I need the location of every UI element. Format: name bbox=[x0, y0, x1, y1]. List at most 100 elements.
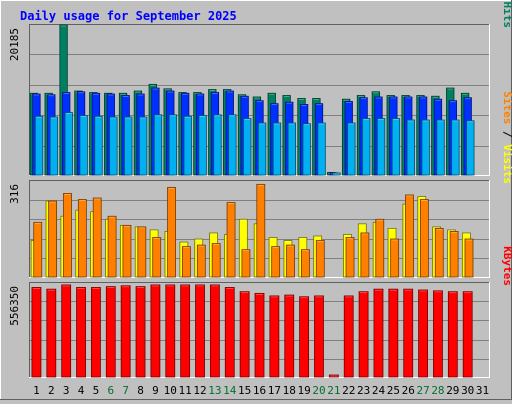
bar-pages-day-7 bbox=[124, 116, 133, 176]
bar-pages-day-9 bbox=[153, 114, 163, 176]
bar-sites-day-20 bbox=[315, 240, 325, 278]
bar-sites-day-28 bbox=[434, 227, 444, 278]
bar-sites-day-6 bbox=[107, 215, 117, 278]
bar-pages-day-6 bbox=[109, 116, 118, 176]
x-tick-label-day-9: 9 bbox=[152, 384, 159, 397]
bar-kbytes-day-22 bbox=[343, 295, 354, 378]
legend-part-hits: Hits bbox=[501, 2, 512, 29]
legend-part-visits: Visits bbox=[501, 144, 512, 184]
bar-sites-day-23 bbox=[360, 232, 370, 278]
bar-kbytes-day-8 bbox=[135, 286, 146, 378]
bar-sites-day-9 bbox=[152, 237, 162, 278]
series-sites bbox=[33, 183, 474, 278]
x-tick-label-day-22: 22 bbox=[342, 384, 355, 397]
x-tick-label-day-27: 27 bbox=[416, 384, 429, 397]
x-tick-label-day-8: 8 bbox=[137, 384, 144, 397]
x-tick-label-day-18: 18 bbox=[283, 384, 296, 397]
bar-sites-day-25 bbox=[390, 238, 400, 278]
bar-kbytes-day-16 bbox=[254, 292, 265, 378]
bar-sites-day-3 bbox=[63, 193, 72, 278]
bar-sites-day-1 bbox=[33, 221, 43, 278]
bar-sites-day-27 bbox=[419, 199, 429, 278]
bar-sites-day-11 bbox=[182, 246, 191, 278]
bar-sites-day-26 bbox=[405, 194, 414, 278]
x-tick-label-day-4: 4 bbox=[78, 384, 85, 397]
bar-kbytes-day-23 bbox=[358, 291, 369, 378]
x-tick-label-day-25: 25 bbox=[387, 384, 400, 397]
panel-kbytes: 556350 KBytes bbox=[8, 246, 512, 378]
bar-pages-day-4 bbox=[79, 115, 88, 176]
bar-kbytes-day-24 bbox=[373, 288, 384, 378]
panel-visits-sites: 316 Sites / Visits bbox=[8, 91, 512, 278]
bar-sites-day-16 bbox=[256, 183, 266, 278]
bar-pages-day-25 bbox=[391, 118, 401, 176]
bar-sites-day-12 bbox=[196, 244, 206, 278]
y-max-label: 556350 bbox=[8, 286, 21, 326]
x-tick-label-day-11: 11 bbox=[179, 384, 192, 397]
bar-pages-day-26 bbox=[406, 119, 415, 176]
chart-panels: 20185 Pages / Files / Hits 316 Sites / Visi… bbox=[8, 0, 512, 378]
bar-kbytes-day-3 bbox=[61, 284, 72, 378]
bar-kbytes-day-7 bbox=[120, 285, 131, 378]
bar-pages-day-21 bbox=[332, 172, 341, 176]
bar-pages-day-16 bbox=[257, 122, 267, 176]
bar-kbytes-day-14 bbox=[224, 287, 235, 378]
bar-sites-day-30 bbox=[464, 238, 474, 278]
bar-pages-day-2 bbox=[49, 116, 59, 176]
bar-pages-day-20 bbox=[317, 122, 326, 176]
bar-kbytes-day-19 bbox=[299, 296, 310, 378]
series-legend-label: KBytes bbox=[501, 246, 512, 286]
bar-pages-day-12 bbox=[198, 115, 207, 176]
bar-kbytes-day-2 bbox=[46, 288, 57, 378]
bar-kbytes-day-4 bbox=[76, 287, 86, 378]
x-tick-label-day-23: 23 bbox=[357, 384, 370, 397]
series-legend-label: Sites / Visits bbox=[501, 91, 512, 184]
bar-kbytes-day-13 bbox=[209, 284, 220, 378]
bar-pages-day-27 bbox=[421, 119, 430, 176]
bar-kbytes-day-21 bbox=[328, 374, 339, 378]
bar-kbytes-day-25 bbox=[388, 288, 399, 378]
bar-sites-day-14 bbox=[226, 202, 236, 278]
bar-pages-day-5 bbox=[94, 115, 103, 176]
x-tick-label-day-15: 15 bbox=[238, 384, 251, 397]
bar-sites-day-15 bbox=[241, 249, 251, 278]
bar-pages-day-15 bbox=[243, 118, 252, 176]
bar-sites-day-29 bbox=[449, 231, 459, 278]
chart-title: Daily usage for September 2025 bbox=[20, 9, 237, 23]
bar-sites-day-24 bbox=[375, 218, 385, 278]
x-tick-label-day-20: 20 bbox=[312, 384, 325, 397]
bar-pages-day-8 bbox=[138, 116, 148, 176]
x-tick-label-day-2: 2 bbox=[48, 384, 55, 397]
panel-hits-files-pages: 20185 Pages / Files / Hits bbox=[8, 0, 512, 176]
bar-sites-day-17 bbox=[271, 246, 281, 278]
bar-kbytes-day-30 bbox=[462, 291, 473, 378]
bar-pages-day-28 bbox=[436, 119, 445, 176]
bar-sites-day-5 bbox=[92, 197, 102, 278]
x-tick-label-day-12: 12 bbox=[193, 384, 206, 397]
bar-pages-day-14 bbox=[228, 114, 237, 176]
bar-pages-day-29 bbox=[451, 119, 460, 176]
x-tick-label-day-21: 21 bbox=[327, 384, 340, 397]
bar-kbytes-day-11 bbox=[180, 284, 191, 378]
bar-kbytes-day-20 bbox=[314, 295, 324, 378]
bar-pages-day-10 bbox=[168, 114, 178, 176]
x-tick-label-day-1: 1 bbox=[33, 384, 40, 397]
bar-kbytes-day-29 bbox=[447, 291, 458, 378]
bar-pages-day-17 bbox=[272, 122, 282, 176]
x-tick-label-day-31: 31 bbox=[476, 384, 489, 397]
x-tick-label-day-24: 24 bbox=[372, 384, 386, 397]
series-pages bbox=[34, 112, 475, 176]
bar-pages-day-11 bbox=[183, 115, 192, 176]
x-tick-label-day-6: 6 bbox=[107, 384, 114, 397]
bar-pages-day-18 bbox=[287, 122, 296, 176]
bar-sites-day-18 bbox=[286, 244, 295, 278]
x-tick-label-day-26: 26 bbox=[402, 384, 415, 397]
bar-pages-day-30 bbox=[466, 120, 475, 176]
bar-kbytes-day-12 bbox=[195, 284, 205, 378]
x-tick-label-day-14: 14 bbox=[223, 384, 237, 397]
x-tick-label-day-19: 19 bbox=[297, 384, 310, 397]
bar-kbytes-day-9 bbox=[150, 284, 161, 378]
bar-kbytes-day-17 bbox=[269, 295, 280, 378]
